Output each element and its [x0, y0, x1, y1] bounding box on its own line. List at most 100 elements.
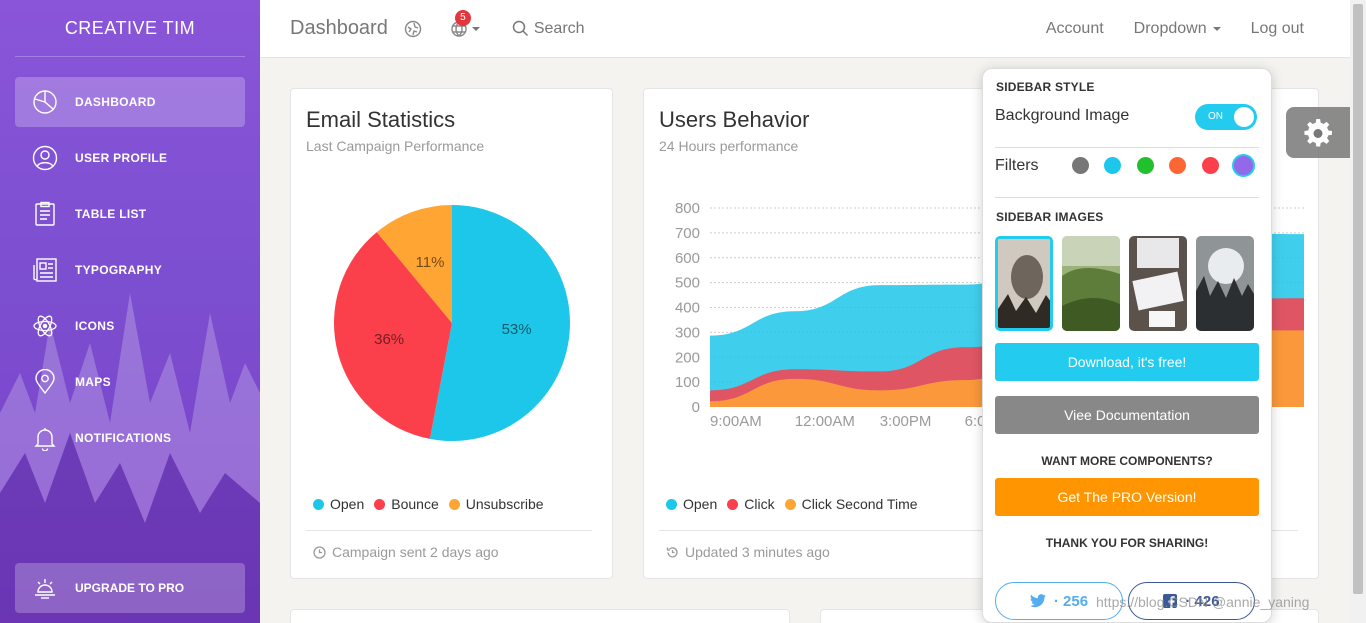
sidebar-item-icons[interactable]: ICONS: [15, 301, 245, 351]
toggle-label: ON: [1208, 111, 1223, 122]
top-navbar: Dashboard 5 Search Account Dropdown Log …: [260, 0, 1350, 58]
sidebar-item-label: NOTIFICATIONS: [75, 431, 172, 445]
card-footer: Campaign sent 2 days ago: [313, 544, 499, 560]
pie-slice-label: 36%: [374, 331, 404, 348]
sidebar-item-label: TABLE LIST: [75, 207, 147, 221]
user-icon: [31, 144, 59, 172]
y-tick-label: 600: [675, 250, 700, 267]
sidebar-item-typography[interactable]: TYPOGRAPHY: [15, 245, 245, 295]
panel-divider: [995, 197, 1259, 198]
brand-logo[interactable]: CREATIVE TIM: [15, 0, 245, 57]
documentation-button[interactable]: Viee Documentation: [995, 396, 1259, 434]
filter-swatch-purple[interactable]: [1232, 154, 1255, 177]
pie-chart-icon: [31, 88, 59, 116]
y-tick-label: 700: [675, 225, 700, 242]
news-icon: [31, 256, 59, 284]
card-title: Email Statistics: [306, 107, 456, 132]
email-statistics-card: Email Statistics Last Campaign Performan…: [290, 88, 613, 579]
sidebar-item-notifications[interactable]: NOTIFICATIONS: [15, 413, 245, 463]
watermark-text: https://blog.CSDN @annie_yaning: [1096, 594, 1310, 610]
panel-divider: [995, 147, 1259, 148]
sidebar-style-heading: SIDEBAR STYLE: [996, 80, 1095, 94]
search-label: Search: [533, 19, 585, 37]
scrollbar-thumb[interactable]: [1353, 4, 1363, 594]
footer-text: Campaign sent 2 days ago: [332, 544, 499, 560]
facebook-share-button[interactable]: · 426: [1128, 582, 1255, 620]
filter-swatch-blue[interactable]: [1104, 157, 1121, 174]
sidebar-item-maps[interactable]: MAPS: [15, 357, 245, 407]
rocket-icon: [31, 574, 59, 602]
bell-icon: [31, 424, 59, 452]
filter-swatch-gray[interactable]: [1072, 157, 1089, 174]
dashboard-toggle-icon[interactable]: [404, 20, 422, 38]
search-link[interactable]: Search: [512, 20, 585, 38]
y-tick-label: 200: [675, 349, 700, 366]
page-scrollbar[interactable]: [1350, 0, 1366, 623]
legend-item-open: Open: [313, 496, 364, 512]
sidebar-image-1[interactable]: [995, 236, 1053, 331]
sidebar-image-2[interactable]: [1062, 236, 1120, 331]
filter-swatch-green[interactable]: [1137, 157, 1154, 174]
sidebar-item-label: TYPOGRAPHY: [75, 263, 163, 277]
sidebar-item-user-profile[interactable]: USER PROFILE: [15, 133, 245, 183]
notifications-dropdown[interactable]: 5: [450, 9, 480, 38]
legend-item-open: Open: [666, 496, 717, 512]
dropdown-menu-toggle[interactable]: Dropdown: [1134, 20, 1221, 38]
toggle-knob: [1234, 107, 1254, 127]
facebook-count: · 426: [1185, 592, 1220, 610]
legend-item-unsubscribe: Unsubscribe: [448, 496, 544, 512]
card-subtitle: 24 Hours performance: [659, 138, 799, 154]
filter-swatch-red[interactable]: [1202, 157, 1219, 174]
card-divider: [659, 530, 1298, 531]
want-more-heading: WANT MORE COMPONENTS?: [1041, 454, 1213, 468]
x-tick-label: 3:00PM: [880, 413, 932, 430]
gear-icon: [1304, 118, 1332, 146]
footer-text: Updated 3 minutes ago: [685, 544, 830, 560]
bottom-card-left: [290, 609, 790, 623]
sidebar-image-3[interactable]: [1129, 236, 1187, 331]
legend-item-bounce: Bounce: [374, 496, 439, 512]
filter-swatch-orange[interactable]: [1169, 157, 1186, 174]
chart-legend: Open Click Click Second Time: [666, 496, 918, 512]
clipboard-icon: [31, 200, 59, 228]
card-title: Users Behavior: [659, 107, 810, 132]
dropdown-label: Dropdown: [1133, 20, 1207, 37]
download-button[interactable]: Download, it's free!: [995, 343, 1259, 381]
pie-slice-bounce: [333, 232, 452, 439]
notification-badge: 5: [454, 9, 471, 26]
card-footer: Updated 3 minutes ago: [666, 544, 830, 560]
sidebar-item-label: DASHBOARD: [75, 95, 156, 109]
sidebar-item-label: MAPS: [75, 375, 111, 389]
sidebar-background-image: [0, 293, 260, 623]
sidebar-images-heading: SIDEBAR IMAGES: [996, 210, 1104, 224]
background-image-toggle[interactable]: ON: [1195, 104, 1257, 130]
sidebar-image-4[interactable]: [1196, 236, 1254, 331]
facebook-icon: [1163, 594, 1178, 608]
twitter-icon: [1029, 594, 1046, 608]
y-tick-label: 400: [675, 300, 700, 317]
sidebar-item-label: USER PROFILE: [75, 151, 168, 165]
y-tick-label: 300: [675, 324, 700, 341]
logout-link[interactable]: Log out: [1250, 20, 1304, 37]
page-title: Dashboard: [290, 17, 388, 39]
get-pro-button[interactable]: Get The PRO Version!: [995, 478, 1259, 516]
y-tick-label: 800: [675, 200, 700, 217]
upgrade-to-pro-button[interactable]: UPGRADE TO PRO: [15, 563, 245, 613]
x-tick-label: 9:00AM: [710, 413, 762, 430]
search-icon: [512, 20, 528, 37]
filters-label: Filters: [995, 157, 1039, 174]
sidebar-item-dashboard[interactable]: DASHBOARD: [15, 77, 245, 127]
background-image-label: Background Image: [995, 107, 1130, 124]
clock-icon: [313, 545, 326, 559]
settings-panel: SIDEBAR STYLE Background Image ON Filter…: [982, 68, 1272, 623]
settings-toggle-button[interactable]: [1286, 107, 1350, 158]
email-pie-chart: 53% 36% 11%: [333, 205, 570, 441]
sidebar-item-label: ICONS: [75, 319, 115, 333]
twitter-share-button[interactable]: · 256: [995, 582, 1123, 620]
account-link[interactable]: Account: [1045, 20, 1104, 37]
twitter-count: · 256: [1053, 592, 1089, 610]
atom-icon: [31, 312, 59, 340]
thank-you-heading: THANK YOU FOR SHARING!: [1045, 536, 1209, 550]
sidebar-item-table-list[interactable]: TABLE LIST: [15, 189, 245, 239]
sidebar-image-list: [995, 236, 1254, 331]
